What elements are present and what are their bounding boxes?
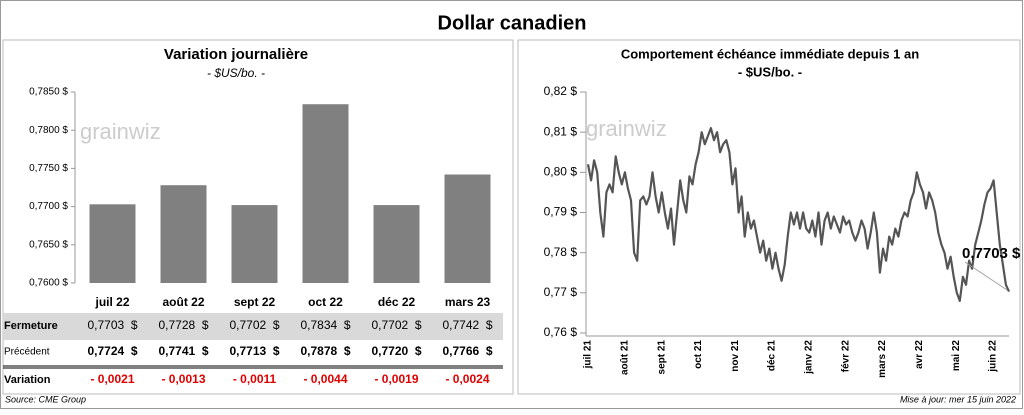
close-label: 0,7702 $ xyxy=(371,318,421,332)
x-tick-label: mars 23 xyxy=(445,295,491,309)
watermark: grainwiz xyxy=(80,119,161,144)
bar xyxy=(444,174,491,283)
change-label: - 0,0019 xyxy=(374,372,418,386)
x-tick-label: déc 21 xyxy=(767,340,778,372)
right-panel xyxy=(517,39,1021,395)
x-tick-label: févr 22 xyxy=(840,340,851,373)
bar xyxy=(89,204,136,283)
x-tick-label: août 21 xyxy=(619,340,630,375)
row-highlight xyxy=(3,313,503,340)
y-tick-label: 0,7600 $ xyxy=(29,278,68,289)
annotation: 0,7703 $ xyxy=(962,245,1021,262)
close-label: 0,7702 $ xyxy=(229,318,279,332)
x-tick-label: juil 21 xyxy=(583,340,594,370)
y-tick-label: 0,82 $ xyxy=(544,84,578,98)
bar xyxy=(160,185,207,283)
y-tick-label: 0,76 $ xyxy=(544,325,578,339)
change-label: - 0,0024 xyxy=(445,372,489,386)
x-tick-label: mars 22 xyxy=(877,340,888,378)
source: Source: CME Group xyxy=(5,394,86,404)
x-tick-label: oct 21 xyxy=(693,340,704,369)
y-tick-label: 0,81 $ xyxy=(544,124,578,138)
chart-subtitle: - $US/bo. - xyxy=(207,66,265,80)
bar xyxy=(373,205,420,283)
x-tick-label: juil 22 xyxy=(94,295,129,309)
chart-title: Comportement échéance immédiate depuis 1… xyxy=(621,46,919,61)
chart-subtitle: - $US/bo. - xyxy=(738,64,802,79)
bar xyxy=(302,104,349,283)
row-name: Fermeture xyxy=(4,320,58,332)
y-tick-label: 0,79 $ xyxy=(544,205,578,219)
y-tick-label: 0,7800 $ xyxy=(29,125,68,136)
chart-title: Variation journalière xyxy=(164,46,308,63)
y-tick-label: 0,7700 $ xyxy=(29,201,68,212)
x-tick-label: oct 22 xyxy=(308,295,343,309)
previous-label: 0,7713 $ xyxy=(229,344,279,358)
x-tick-label: déc 22 xyxy=(378,295,416,309)
close-label: 0,7703 $ xyxy=(87,318,137,332)
watermark: grainwiz xyxy=(586,116,667,141)
previous-label: 0,7741 $ xyxy=(158,344,208,358)
left-panel xyxy=(2,39,514,395)
x-tick-label: janv 22 xyxy=(804,340,815,375)
close-label: 0,7834 $ xyxy=(300,318,350,332)
change-label: - 0,0013 xyxy=(161,372,205,386)
x-tick-label: août 22 xyxy=(162,295,204,309)
y-tick-label: 0,7750 $ xyxy=(29,163,68,174)
y-tick-label: 0,77 $ xyxy=(544,285,578,299)
y-tick-label: 0,78 $ xyxy=(544,245,578,259)
x-tick-label: nov 21 xyxy=(730,340,741,372)
updated: Mise à jour: mer 15 juin 2022 xyxy=(900,394,1016,404)
x-tick-label: mai 22 xyxy=(951,340,962,372)
y-tick-label: 0,7850 $ xyxy=(29,87,68,98)
close-label: 0,7742 $ xyxy=(442,318,492,332)
x-tick-label: sept 22 xyxy=(234,295,276,309)
page-title: Dollar canadien xyxy=(438,12,587,34)
previous-label: 0,7720 $ xyxy=(371,344,421,358)
previous-label: 0,7724 $ xyxy=(87,344,137,358)
change-label: - 0,0011 xyxy=(233,372,277,386)
line-series xyxy=(586,127,1011,302)
change-label: - 0,0021 xyxy=(90,372,134,386)
row-name: Précédent xyxy=(4,347,50,358)
change-label: - 0,0044 xyxy=(303,372,347,386)
annotation-leader xyxy=(964,261,1008,291)
row-name: Variation xyxy=(4,374,51,386)
x-tick-label: juin 22 xyxy=(988,340,999,373)
previous-label: 0,7878 $ xyxy=(300,344,350,358)
y-tick-label: 0,7650 $ xyxy=(29,239,68,250)
y-tick-label: 0,80 $ xyxy=(544,165,578,179)
x-tick-label: avr 22 xyxy=(914,340,925,369)
bar xyxy=(231,205,278,283)
previous-label: 0,7766 $ xyxy=(442,344,492,358)
close-label: 0,7728 $ xyxy=(158,318,208,332)
x-tick-label: sept 21 xyxy=(656,340,667,375)
